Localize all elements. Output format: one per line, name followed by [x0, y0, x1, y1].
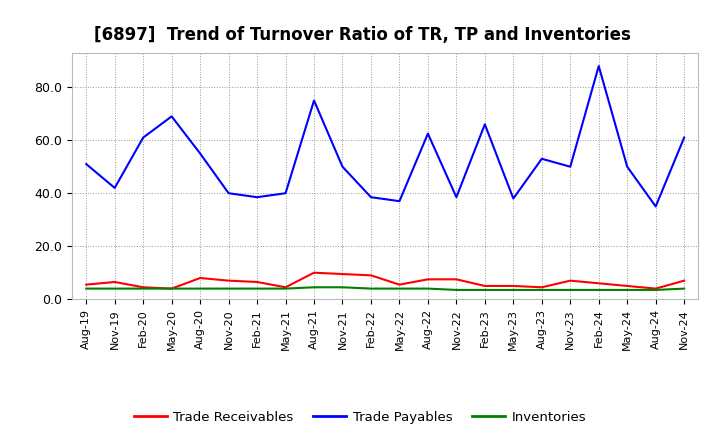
Trade Receivables	[680, 278, 688, 283]
Trade Payables	[310, 98, 318, 103]
Trade Receivables	[509, 283, 518, 289]
Inventories	[196, 286, 204, 291]
Inventories	[225, 286, 233, 291]
Inventories	[537, 287, 546, 293]
Inventories	[366, 286, 375, 291]
Inventories	[652, 287, 660, 293]
Trade Payables	[139, 135, 148, 140]
Trade Payables	[537, 156, 546, 161]
Trade Receivables	[338, 271, 347, 277]
Inventories	[310, 285, 318, 290]
Trade Payables	[225, 191, 233, 196]
Legend: Trade Receivables, Trade Payables, Inventories: Trade Receivables, Trade Payables, Inven…	[128, 405, 592, 429]
Inventories	[452, 287, 461, 293]
Trade Receivables	[282, 285, 290, 290]
Inventories	[566, 287, 575, 293]
Trade Payables	[509, 196, 518, 201]
Trade Payables	[253, 194, 261, 200]
Line: Trade Receivables: Trade Receivables	[86, 273, 684, 289]
Trade Receivables	[623, 283, 631, 289]
Trade Payables	[680, 135, 688, 140]
Inventories	[623, 287, 631, 293]
Inventories	[110, 286, 119, 291]
Line: Trade Payables: Trade Payables	[86, 66, 684, 206]
Inventories	[595, 287, 603, 293]
Inventories	[139, 286, 148, 291]
Line: Inventories: Inventories	[86, 287, 684, 290]
Trade Payables	[110, 185, 119, 191]
Trade Payables	[282, 191, 290, 196]
Trade Receivables	[139, 285, 148, 290]
Inventories	[82, 286, 91, 291]
Trade Receivables	[652, 286, 660, 291]
Trade Payables	[338, 164, 347, 169]
Trade Payables	[566, 164, 575, 169]
Trade Payables	[623, 164, 631, 169]
Trade Payables	[423, 131, 432, 136]
Trade Payables	[366, 194, 375, 200]
Inventories	[423, 286, 432, 291]
Trade Receivables	[110, 279, 119, 285]
Trade Receivables	[537, 285, 546, 290]
Trade Payables	[480, 122, 489, 127]
Trade Receivables	[225, 278, 233, 283]
Inventories	[167, 286, 176, 291]
Trade Receivables	[196, 275, 204, 281]
Trade Payables	[167, 114, 176, 119]
Trade Receivables	[82, 282, 91, 287]
Trade Receivables	[395, 282, 404, 287]
Trade Payables	[196, 151, 204, 156]
Trade Payables	[395, 198, 404, 204]
Inventories	[509, 287, 518, 293]
Inventories	[338, 285, 347, 290]
Trade Receivables	[167, 286, 176, 291]
Inventories	[395, 286, 404, 291]
Inventories	[282, 286, 290, 291]
Trade Payables	[82, 161, 91, 167]
Trade Receivables	[310, 270, 318, 275]
Text: [6897]  Trend of Turnover Ratio of TR, TP and Inventories: [6897] Trend of Turnover Ratio of TR, TP…	[94, 26, 631, 44]
Trade Receivables	[480, 283, 489, 289]
Inventories	[253, 286, 261, 291]
Trade Receivables	[595, 281, 603, 286]
Inventories	[680, 286, 688, 291]
Trade Receivables	[423, 277, 432, 282]
Trade Receivables	[566, 278, 575, 283]
Trade Payables	[452, 194, 461, 200]
Trade Payables	[652, 204, 660, 209]
Inventories	[480, 287, 489, 293]
Trade Receivables	[253, 279, 261, 285]
Trade Receivables	[366, 273, 375, 278]
Trade Payables	[595, 63, 603, 69]
Trade Receivables	[452, 277, 461, 282]
